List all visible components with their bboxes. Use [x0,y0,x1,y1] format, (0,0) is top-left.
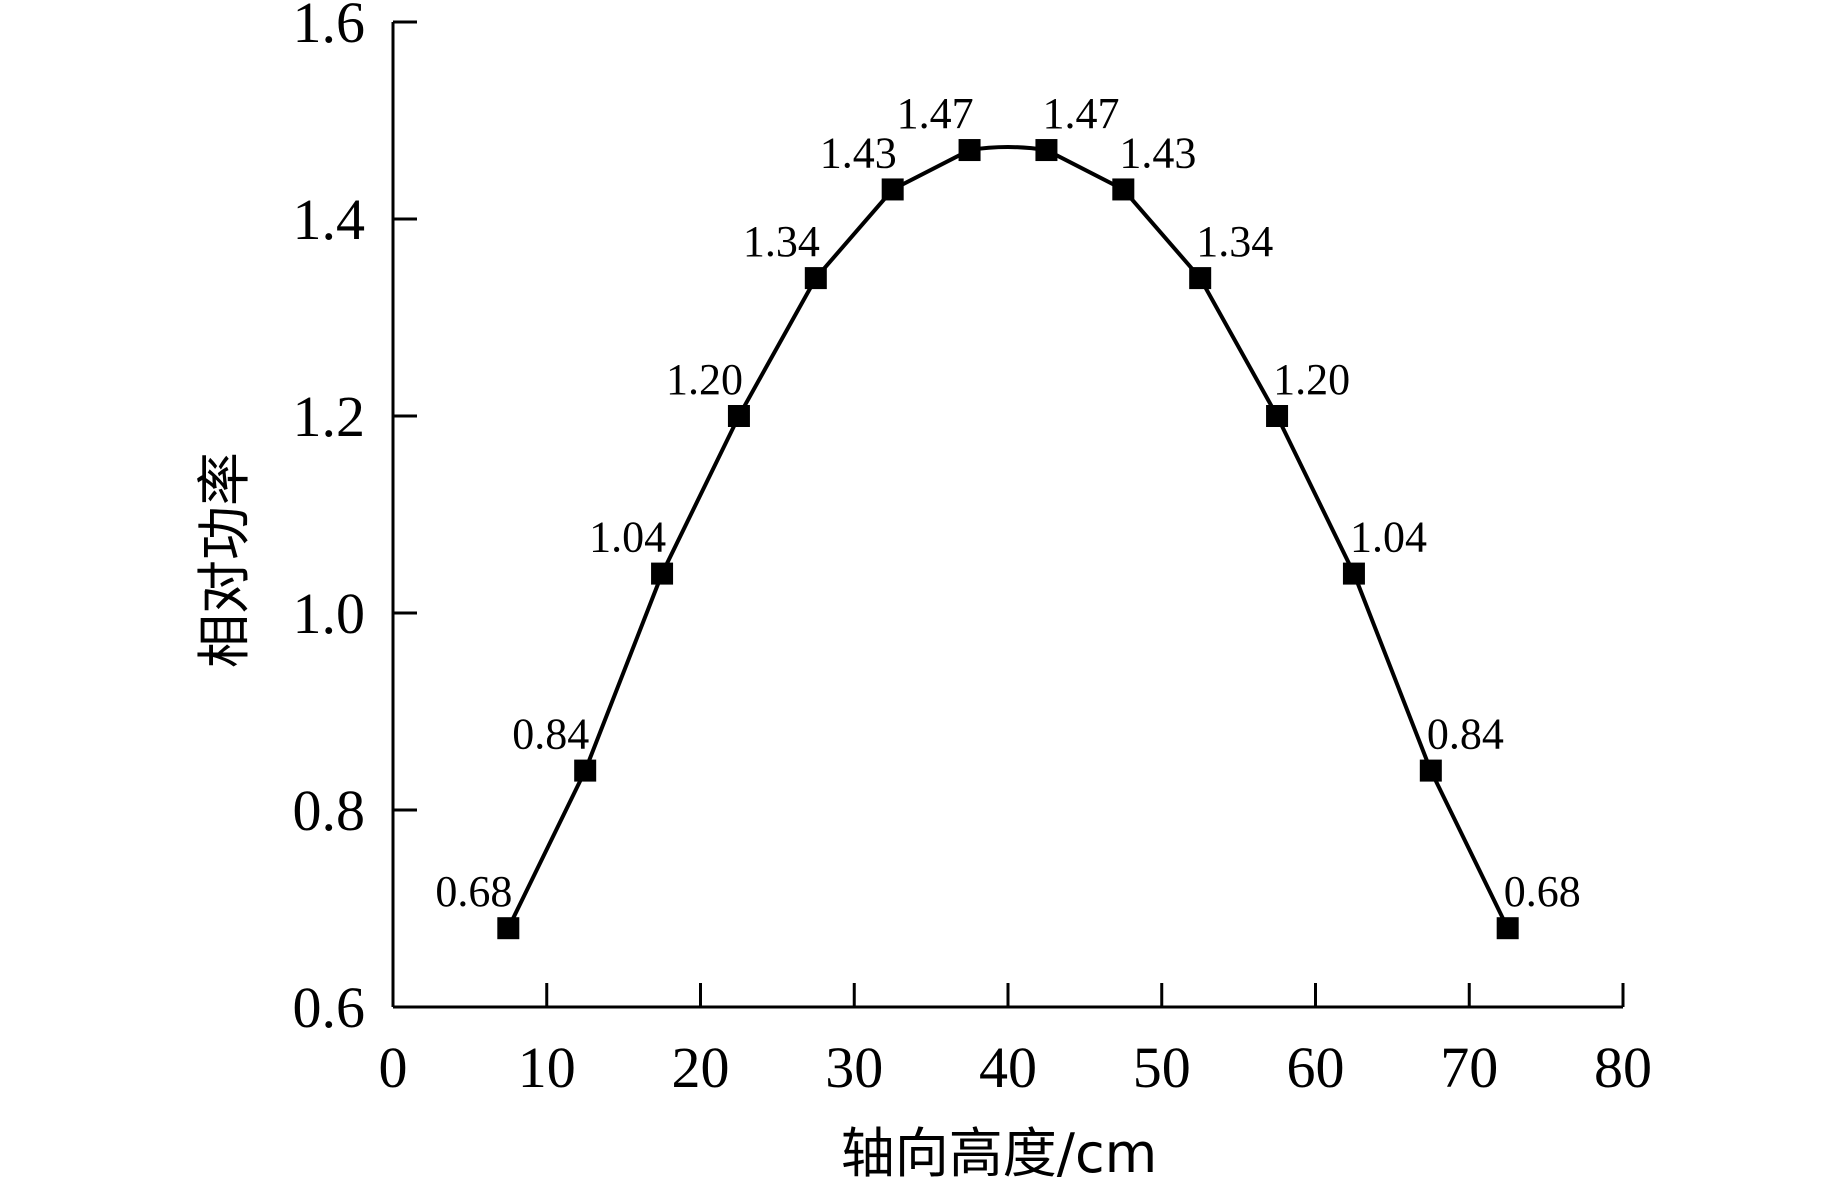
data-label: 0.84 [1427,710,1504,759]
data-point-marker [1419,759,1442,782]
y-tick-label: 0.6 [293,975,366,1040]
data-label: 1.20 [1273,355,1350,404]
data-label: 1.47 [1042,89,1119,138]
data-label: 0.68 [435,867,512,916]
x-tick-label: 30 [825,1035,883,1100]
data-point-marker [1496,917,1519,940]
x-tick-label: 0 [379,1035,408,1100]
data-point-marker [804,267,827,290]
data-label: 1.34 [743,217,820,266]
data-label: 1.04 [589,513,666,562]
x-ticks: 0 10 20 30 40 50 60 70 80 [379,983,1652,1100]
data-point-marker [1112,178,1135,201]
data-label: 0.68 [1504,867,1581,916]
data-point-marker [881,178,904,201]
data-point-marker [1035,139,1058,162]
x-tick-label: 10 [518,1035,576,1100]
y-tick-label: 1.4 [293,187,366,252]
x-tick-label: 50 [1133,1035,1191,1100]
y-ticks: 0.6 0.8 1.0 1.2 1.4 1.6 [293,0,417,1040]
x-tick-label: 70 [1440,1035,1498,1100]
x-tick-label: 20 [672,1035,730,1100]
data-label: 1.20 [666,355,743,404]
y-tick-label: 1.0 [293,581,366,646]
y-tick-label: 1.6 [293,0,366,55]
markers [497,139,1519,940]
x-axis-title: 轴向高度/cm [841,1122,1158,1183]
data-point-marker [727,405,750,427]
data-label: 1.47 [897,89,974,138]
data-point-marker [1266,405,1289,427]
data-label: 1.43 [1119,128,1196,177]
data-point-marker [1189,267,1212,290]
data-label: 1.04 [1350,513,1427,562]
y-axis-title: 相对功率 [193,452,256,668]
data-point-marker [497,917,520,940]
data-label: 1.34 [1196,217,1273,266]
axes [391,22,1623,1009]
data-point-marker [1342,562,1365,585]
series-line [506,145,1510,930]
data-label: 0.84 [512,710,589,759]
data-point-marker [651,562,674,585]
data-point-marker [958,139,981,162]
x-tick-label: 80 [1594,1035,1652,1100]
y-tick-label: 1.2 [293,384,366,449]
x-tick-label: 60 [1287,1035,1345,1100]
x-tick-label: 40 [979,1035,1037,1100]
data-label: 1.43 [820,128,897,177]
data-point-marker [574,759,597,782]
data-labels: 0.680.841.041.201.341.431.47 1.471.431.34… [435,89,1580,916]
y-tick-label: 0.8 [293,778,366,843]
